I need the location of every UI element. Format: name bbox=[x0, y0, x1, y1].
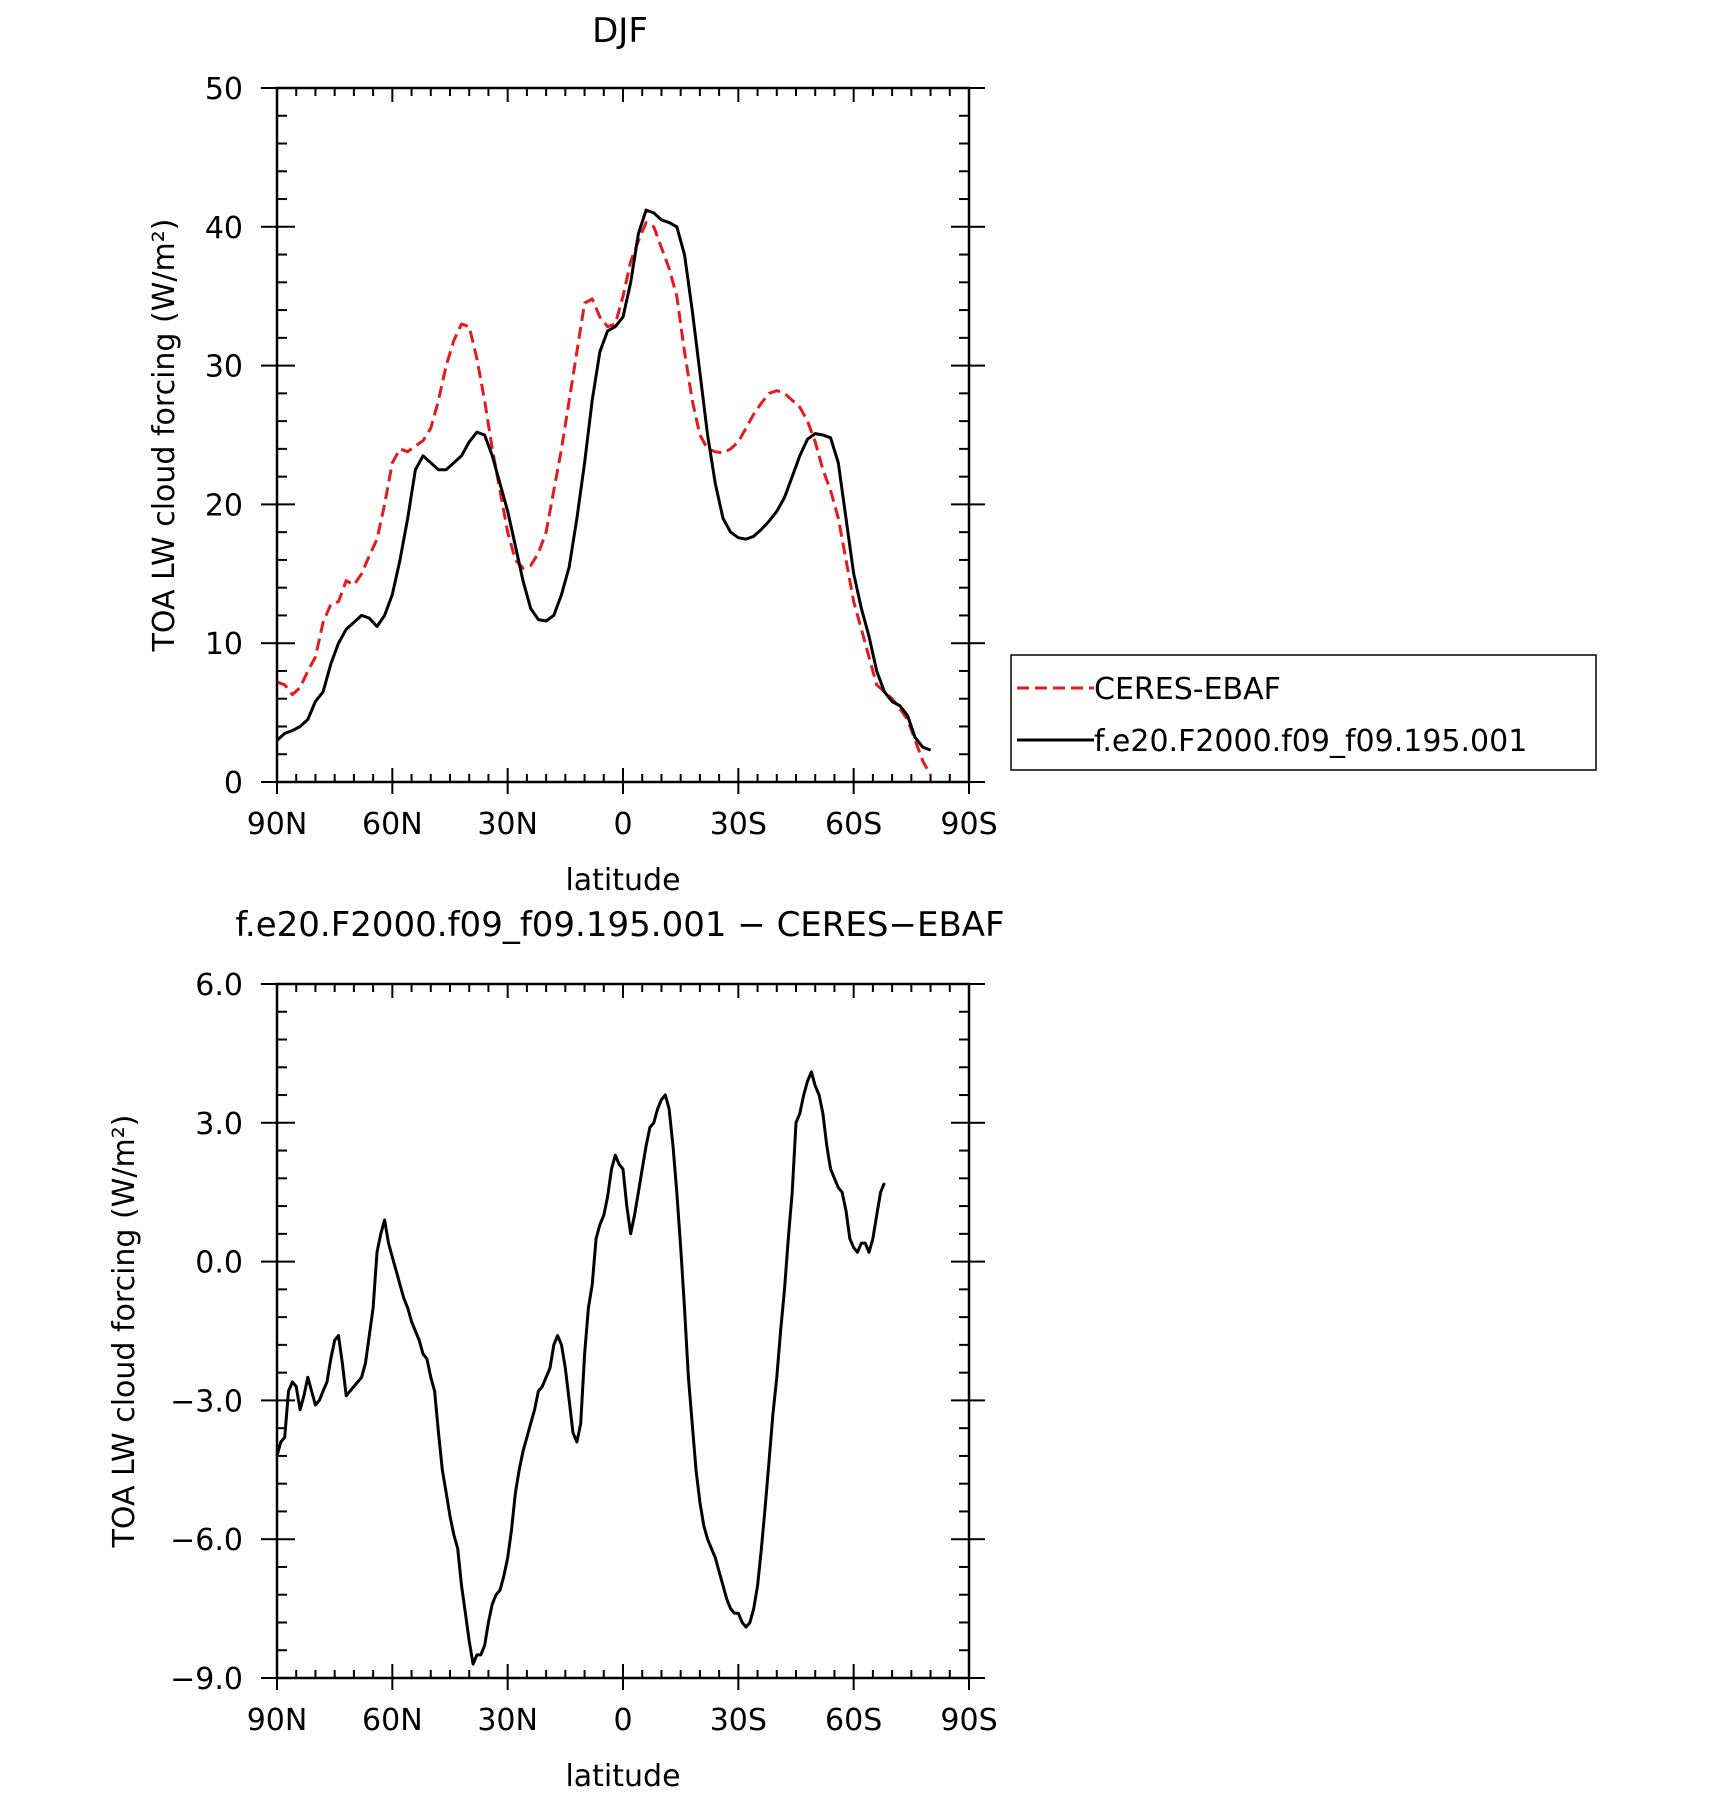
series-line-ceres bbox=[276, 221, 932, 776]
x-tick-label: 0 bbox=[613, 1703, 632, 1738]
x-tick-label: 30N bbox=[477, 807, 538, 842]
x-tick-label: 30N bbox=[477, 1703, 538, 1738]
x-tick-label: 30S bbox=[710, 807, 767, 842]
panel-top-xticks: 90N 60N 30N 0 30S 60S 90S bbox=[247, 88, 998, 842]
series-line-model bbox=[275, 1070, 886, 1666]
panel-top-series bbox=[275, 208, 932, 776]
panel-bottom-series bbox=[275, 1070, 886, 1666]
legend-label-model: f.e20.F2000.f09_f09.195.001 bbox=[1094, 724, 1527, 759]
y-tick-label: 10 bbox=[205, 627, 243, 662]
legend: CERES-EBAF f.e20.F2000.f09_f09.195.001 bbox=[1010, 654, 1597, 771]
x-tick-label: 90N bbox=[247, 807, 308, 842]
x-tick-label: 60S bbox=[825, 807, 882, 842]
panel-top-xlabel: latitude bbox=[565, 863, 680, 898]
y-tick-label: 50 bbox=[205, 72, 243, 107]
y-tick-label: −3.0 bbox=[170, 1384, 243, 1419]
panel-top-yticks: 0 10 20 30 40 50 bbox=[205, 72, 985, 801]
x-tick-label: 60N bbox=[362, 1703, 423, 1738]
series-line-model bbox=[275, 208, 932, 752]
y-tick-label: −6.0 bbox=[170, 1523, 243, 1558]
y-tick-label: 0.0 bbox=[195, 1246, 243, 1281]
panel-top-title: DJF bbox=[592, 11, 648, 51]
panel-bottom: f.e20.F2000.f09_f09.195.001 − CERES−EBAF… bbox=[107, 905, 1005, 1794]
y-tick-label: −9.0 bbox=[170, 1662, 243, 1697]
x-tick-label: 90S bbox=[940, 807, 997, 842]
x-tick-label: 60N bbox=[362, 807, 423, 842]
panel-bottom-title: f.e20.F2000.f09_f09.195.001 − CERES−EBAF bbox=[235, 905, 1004, 945]
y-tick-label: 40 bbox=[205, 211, 243, 246]
x-tick-label: 90N bbox=[247, 1703, 308, 1738]
panel-bottom-yticks: −9.0 −6.0 −3.0 0.0 3.0 6.0 bbox=[170, 968, 985, 1697]
x-tick-label: 30S bbox=[710, 1703, 767, 1738]
panel-top: DJF 90N 60N 30N 0 30S 60S 90S 0 10 20 30 40 50 lati… bbox=[147, 11, 998, 898]
panel-bottom-xlabel: latitude bbox=[565, 1759, 680, 1794]
x-tick-label: 90S bbox=[940, 1703, 997, 1738]
y-tick-label: 6.0 bbox=[195, 968, 243, 1003]
y-tick-label: 20 bbox=[205, 488, 243, 523]
legend-box bbox=[1010, 654, 1597, 771]
y-tick-label: 3.0 bbox=[195, 1107, 243, 1142]
panel-top-ylabel: TOA LW cloud forcing (W/m²) bbox=[147, 219, 182, 653]
panel-bottom-frame bbox=[275, 982, 971, 1680]
panel-top-frame bbox=[275, 86, 971, 784]
panel-bottom-xticks: 90N 60N 30N 0 30S 60S 90S bbox=[247, 984, 998, 1738]
panel-bottom-ylabel: TOA LW cloud forcing (W/m²) bbox=[107, 1115, 142, 1549]
y-tick-label: 30 bbox=[205, 350, 243, 385]
legend-label-ceres: CERES-EBAF bbox=[1094, 672, 1281, 707]
y-tick-label: 0 bbox=[224, 766, 243, 801]
x-tick-label: 60S bbox=[825, 1703, 882, 1738]
x-tick-label: 0 bbox=[613, 807, 632, 842]
